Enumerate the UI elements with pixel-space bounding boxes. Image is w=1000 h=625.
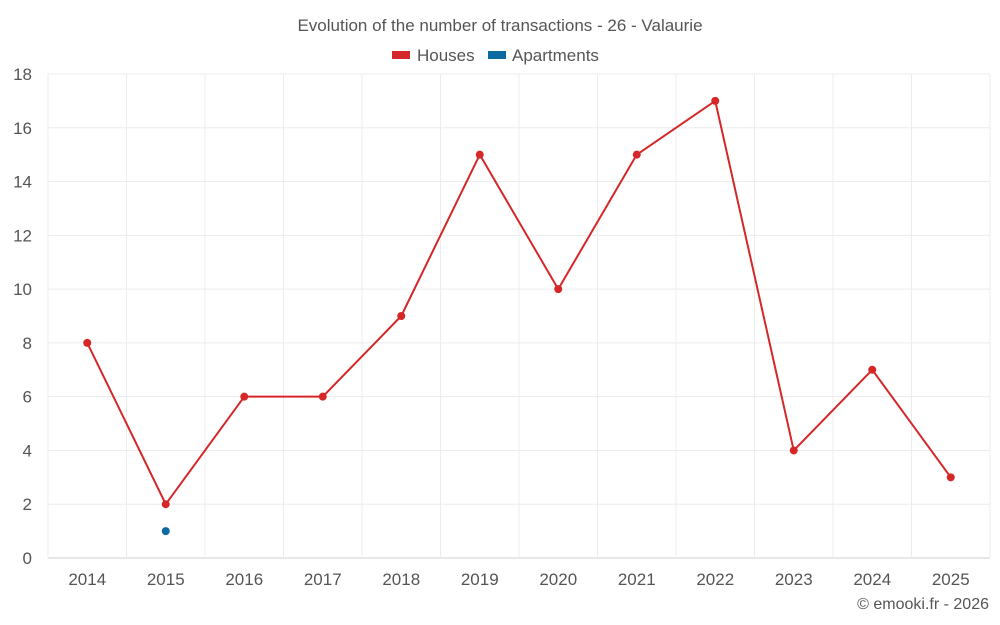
x-tick-label: 2025 (932, 570, 970, 589)
data-point-houses-2024 (868, 365, 877, 374)
x-tick-label: 2021 (618, 570, 656, 589)
y-tick-label: 6 (23, 388, 32, 407)
x-tick-label: 2015 (147, 570, 185, 589)
data-point-houses-2019 (475, 150, 484, 159)
y-tick-label: 0 (23, 549, 32, 568)
data-point-houses-2017 (318, 392, 327, 401)
y-tick-label: 4 (23, 441, 32, 460)
y-tick-label: 2 (23, 495, 32, 514)
y-tick-label: 18 (13, 65, 32, 84)
y-tick-label: 16 (13, 119, 32, 138)
data-point-houses-2016 (240, 392, 249, 401)
series-layer (83, 96, 955, 536)
data-point-houses-2018 (397, 312, 406, 320)
x-tick-label: 2023 (775, 570, 813, 589)
x-tick-label: 2014 (68, 570, 106, 589)
x-tick-label: 2022 (696, 570, 734, 589)
series-line-houses (86, 99, 952, 506)
credit-text: © emooki.fr - 2026 (857, 596, 989, 613)
y-tick-label: 12 (13, 226, 32, 245)
x-tick-label: 2016 (225, 570, 263, 589)
legend-label-apartments: Apartments (512, 46, 599, 65)
chart-title: Evolution of the number of transactions … (297, 16, 702, 35)
data-point-houses-2014 (83, 338, 92, 347)
legend-swatch-houses (392, 51, 410, 59)
x-tick-label: 2018 (382, 570, 420, 589)
data-point-houses-2022 (711, 96, 720, 105)
data-point-houses-2015 (161, 500, 170, 509)
data-point-houses-2020 (554, 285, 563, 294)
axes: 0 2 4 6 8 10 12 14 16 18 2014 2015 2016 2017 2018 2019 2… (13, 65, 970, 589)
x-tick-label: 2017 (304, 570, 342, 589)
data-point-houses-2025 (946, 473, 955, 482)
legend: Houses Apartments (392, 46, 599, 65)
y-tick-label: 14 (13, 173, 32, 192)
legend-swatch-apartments (488, 51, 506, 59)
data-point-houses-2023 (789, 446, 798, 455)
x-tick-label: 2020 (539, 570, 577, 589)
x-tick-label: 2019 (461, 570, 499, 589)
y-tick-label: 10 (13, 280, 32, 299)
y-tick-label: 8 (23, 334, 32, 353)
grid-lines (47, 73, 991, 559)
data-point-houses-2021 (632, 150, 641, 159)
x-tick-label: 2024 (853, 570, 891, 589)
data-point-apartments-2015 (161, 527, 170, 536)
legend-label-houses: Houses (417, 46, 475, 65)
